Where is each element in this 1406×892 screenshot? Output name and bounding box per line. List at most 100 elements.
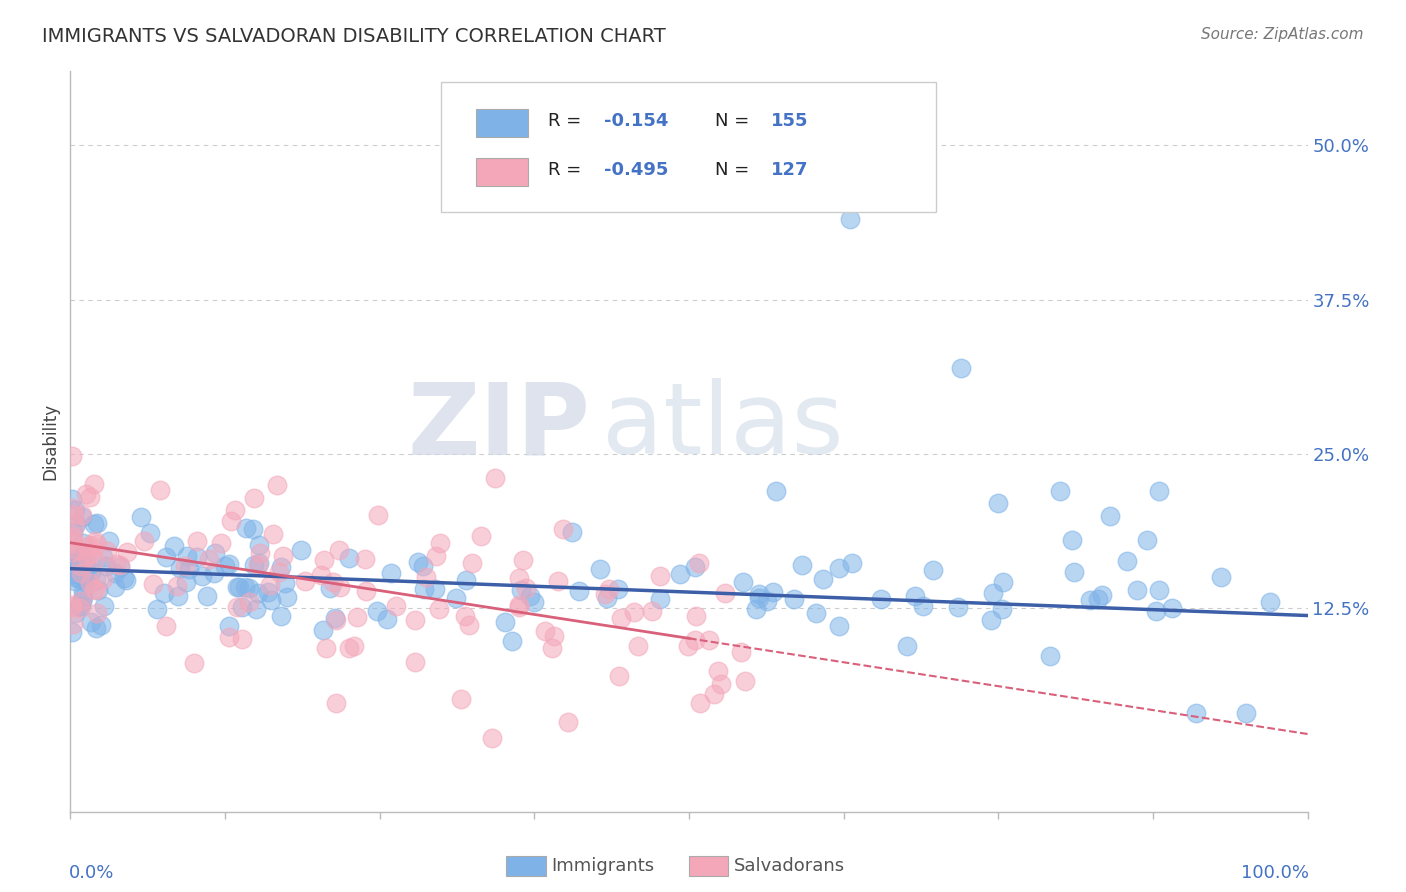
Point — [226, 581, 249, 595]
Point — [169, 561, 191, 575]
Point — [246, 586, 269, 600]
Point — [481, 731, 503, 745]
Point — [262, 527, 284, 541]
Point — [76, 549, 98, 564]
Point — [83, 553, 105, 567]
Point — [444, 591, 467, 605]
Point — [242, 558, 264, 572]
Point — [553, 522, 575, 536]
Text: ZIP: ZIP — [408, 378, 591, 475]
Point — [231, 632, 253, 646]
Point — [65, 517, 87, 532]
Point — [1185, 706, 1208, 720]
Point — [63, 606, 86, 620]
Point — [683, 559, 706, 574]
Point — [384, 599, 406, 614]
Point — [87, 583, 110, 598]
Point — [72, 585, 94, 599]
Point — [83, 533, 105, 548]
Point — [245, 602, 267, 616]
Point — [70, 559, 93, 574]
Point — [804, 606, 827, 620]
Point — [325, 696, 347, 710]
Point — [153, 585, 176, 599]
Text: Immigrants: Immigrants — [551, 857, 654, 875]
Point — [353, 551, 375, 566]
Point — [415, 569, 437, 583]
Point — [257, 584, 280, 599]
Text: 127: 127 — [770, 161, 808, 178]
Point — [86, 573, 108, 587]
Point — [1039, 649, 1062, 664]
Point — [607, 668, 630, 682]
Point — [1062, 533, 1084, 548]
Point — [77, 540, 100, 554]
Point — [93, 572, 115, 586]
Point — [710, 677, 733, 691]
Text: -0.154: -0.154 — [603, 112, 668, 130]
Point — [86, 516, 108, 531]
Point — [83, 477, 105, 491]
Point — [946, 599, 969, 614]
Point — [730, 645, 752, 659]
Point — [322, 574, 344, 589]
Point — [683, 633, 706, 648]
Point — [367, 508, 389, 522]
Point — [828, 561, 851, 575]
Point — [72, 590, 94, 604]
Point — [312, 623, 335, 637]
Point — [425, 549, 447, 564]
Point — [79, 547, 101, 561]
Point — [83, 582, 105, 597]
Point — [132, 534, 155, 549]
Point — [62, 524, 84, 539]
Point — [688, 556, 710, 570]
Point — [142, 577, 165, 591]
Point — [186, 550, 208, 565]
Point — [83, 517, 105, 532]
Point — [685, 609, 707, 624]
Point — [60, 625, 83, 640]
Point — [457, 618, 479, 632]
Point — [266, 478, 288, 492]
Point — [209, 536, 232, 550]
Point — [247, 538, 270, 552]
Point — [115, 574, 138, 588]
Point — [1049, 483, 1071, 498]
Point — [73, 547, 96, 561]
Point — [607, 582, 630, 596]
Point — [70, 599, 93, 614]
Point — [987, 496, 1010, 510]
Point — [269, 565, 291, 579]
Point — [86, 537, 108, 551]
Point — [108, 560, 131, 574]
Point — [91, 549, 114, 564]
Text: R =: R = — [548, 161, 586, 178]
FancyBboxPatch shape — [477, 158, 529, 186]
Point — [104, 557, 127, 571]
Point — [274, 576, 297, 591]
Point — [319, 581, 342, 595]
Point — [981, 586, 1004, 600]
Point — [186, 533, 208, 548]
Point — [96, 543, 118, 558]
Point — [828, 619, 851, 633]
Point — [62, 536, 84, 550]
Point — [155, 549, 177, 564]
Point — [226, 599, 249, 614]
Point — [1209, 570, 1232, 584]
Point — [1160, 600, 1182, 615]
Point — [76, 566, 98, 581]
Point — [66, 571, 89, 585]
Point — [404, 655, 426, 669]
Point — [541, 640, 564, 655]
Point — [70, 508, 93, 522]
Point — [329, 581, 352, 595]
Point — [174, 558, 197, 573]
Point — [748, 587, 770, 601]
Point — [648, 592, 671, 607]
Point — [509, 583, 531, 598]
Point — [270, 559, 292, 574]
Point — [214, 559, 236, 574]
Point — [523, 595, 546, 609]
